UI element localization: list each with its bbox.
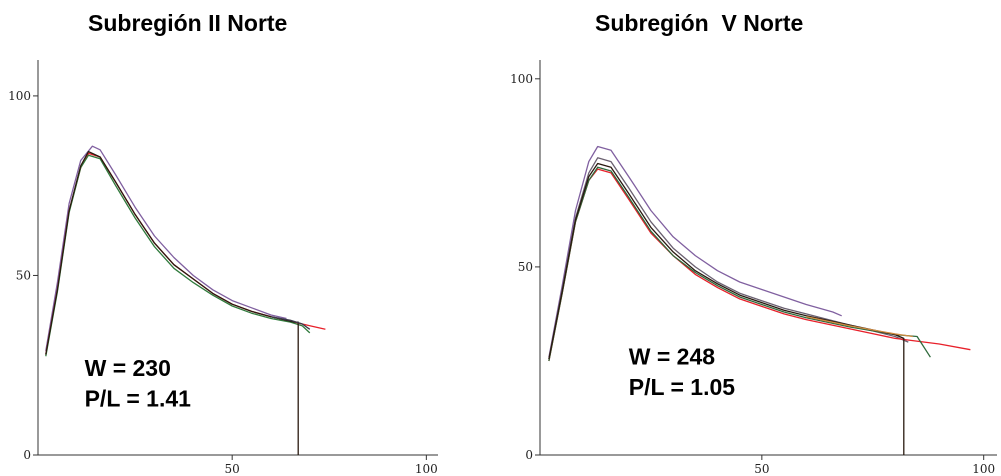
y-tick-label: 0 [23, 448, 31, 462]
chart-panel-right: Subregión V Norte 0 50 100 50 100 W = 248 P/L … [500, 0, 1001, 476]
x-tick-label: 50 [754, 462, 769, 476]
annotation-text: P/L = 1.05 [629, 374, 736, 400]
series-line [270, 316, 311, 330]
annotation-text: W = 248 [629, 344, 716, 370]
y-tick-label: 100 [510, 72, 533, 86]
chart-title: Subregión II Norte [88, 10, 288, 36]
x-tick-label: 100 [415, 462, 438, 476]
series-line [548, 157, 909, 360]
x-tick-label: 50 [225, 462, 240, 476]
series-line [45, 152, 326, 355]
y-tick-label: 0 [525, 448, 533, 462]
annotation-text: W = 230 [85, 355, 171, 381]
series-line [548, 168, 971, 362]
chart-title: Subregión V Norte [595, 10, 804, 36]
series-line [806, 315, 913, 338]
y-tick-label: 50 [16, 268, 31, 282]
annotation-text: P/L = 1.41 [85, 386, 192, 412]
series-line [548, 166, 931, 362]
chart-plot: 0 50 100 50 100 W = 248 P/L = 1.05 [510, 60, 997, 476]
series-line [548, 162, 905, 455]
y-tick-label: 50 [518, 260, 533, 274]
y-tick-label: 100 [8, 89, 31, 103]
series-line [45, 145, 287, 352]
chart-plot: 0 50 100 50 100 W = 230 P/L = 1.41 [8, 60, 438, 476]
chart-panel-left: Subregión II Norte 0 50 100 50 100 W = 230 P/L… [0, 0, 500, 476]
x-tick-label: 100 [972, 462, 995, 476]
series-line [548, 145, 842, 358]
series-line [45, 154, 311, 357]
